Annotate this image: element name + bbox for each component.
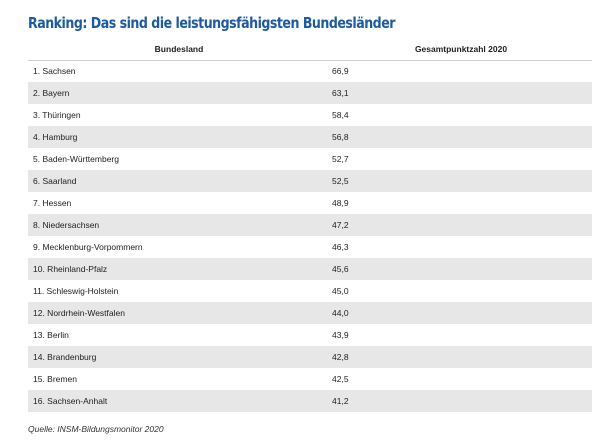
table-row: 7. Hessen 48,9	[28, 192, 592, 214]
source-note: Quelle: INSM-Bildungsmonitor 2020	[28, 424, 164, 434]
chart-title: Ranking: Das sind die leistungsfähigsten…	[28, 14, 395, 32]
column-header-gesamtpunktzahl: Gesamtpunktzahl 2020	[330, 38, 592, 61]
row-bundesland: 7. Hessen	[28, 192, 330, 214]
row-bundesland: 14. Brandenburg	[28, 346, 330, 368]
table-row: 2. Bayern 63,1	[28, 82, 592, 104]
ranking-table: Bundesland Gesamtpunktzahl 2020 1. Sachs…	[28, 38, 592, 412]
table-row: 11. Schleswig-Holstein 45,0	[28, 280, 592, 302]
row-gesamtpunktzahl: 58,4	[330, 104, 592, 126]
table-row: 10. Rheinland-Pfalz 45,6	[28, 258, 592, 280]
table-row: 16. Sachsen-Anhalt 41,2	[28, 390, 592, 412]
row-gesamtpunktzahl: 46,3	[330, 236, 592, 258]
row-gesamtpunktzahl: 43,9	[330, 324, 592, 346]
row-gesamtpunktzahl: 66,9	[330, 60, 592, 82]
table-row: 6. Saarland 52,5	[28, 170, 592, 192]
row-gesamtpunktzahl: 42,8	[330, 346, 592, 368]
row-gesamtpunktzahl: 41,2	[330, 390, 592, 412]
table-row: 13. Berlin 43,9	[28, 324, 592, 346]
row-bundesland: 3. Thüringen	[28, 104, 330, 126]
table-body: 1. Sachsen 66,9 2. Bayern 63,1 3. Thüringen 5…	[28, 60, 592, 412]
row-bundesland: 8. Niedersachsen	[28, 214, 330, 236]
row-gesamtpunktzahl: 47,2	[330, 214, 592, 236]
table-row: 1. Sachsen 66,9	[28, 60, 592, 82]
row-gesamtpunktzahl: 45,6	[330, 258, 592, 280]
table-row: 4. Hamburg 56,8	[28, 126, 592, 148]
row-gesamtpunktzahl: 48,9	[330, 192, 592, 214]
table-row: 15. Bremen 42,5	[28, 368, 592, 390]
row-gesamtpunktzahl: 42,5	[330, 368, 592, 390]
row-bundesland: 4. Hamburg	[28, 126, 330, 148]
row-bundesland: 10. Rheinland-Pfalz	[28, 258, 330, 280]
row-bundesland: 6. Saarland	[28, 170, 330, 192]
row-gesamtpunktzahl: 45,0	[330, 280, 592, 302]
row-gesamtpunktzahl: 44,0	[330, 302, 592, 324]
row-bundesland: 5. Baden-Württemberg	[28, 148, 330, 170]
row-gesamtpunktzahl: 52,5	[330, 170, 592, 192]
row-bundesland: 12. Nordrhein-Westfalen	[28, 302, 330, 324]
table-row: 12. Nordrhein-Westfalen 44,0	[28, 302, 592, 324]
row-gesamtpunktzahl: 63,1	[330, 82, 592, 104]
table-row: 8. Niedersachsen 47,2	[28, 214, 592, 236]
row-bundesland: 9. Mecklenburg-Vorpommern	[28, 236, 330, 258]
column-header-bundesland: Bundesland	[28, 38, 330, 61]
row-bundesland: 15. Bremen	[28, 368, 330, 390]
table-row: 3. Thüringen 58,4	[28, 104, 592, 126]
row-gesamtpunktzahl: 52,7	[330, 148, 592, 170]
table-row: 9. Mecklenburg-Vorpommern 46,3	[28, 236, 592, 258]
row-gesamtpunktzahl: 56,8	[330, 126, 592, 148]
row-bundesland: 16. Sachsen-Anhalt	[28, 390, 330, 412]
row-bundesland: 13. Berlin	[28, 324, 330, 346]
row-bundesland: 1. Sachsen	[28, 60, 330, 82]
table-row: 5. Baden-Württemberg 52,7	[28, 148, 592, 170]
row-bundesland: 11. Schleswig-Holstein	[28, 280, 330, 302]
table-row: 14. Brandenburg 42,8	[28, 346, 592, 368]
table-header-row: Bundesland Gesamtpunktzahl 2020	[28, 38, 592, 61]
row-bundesland: 2. Bayern	[28, 82, 330, 104]
